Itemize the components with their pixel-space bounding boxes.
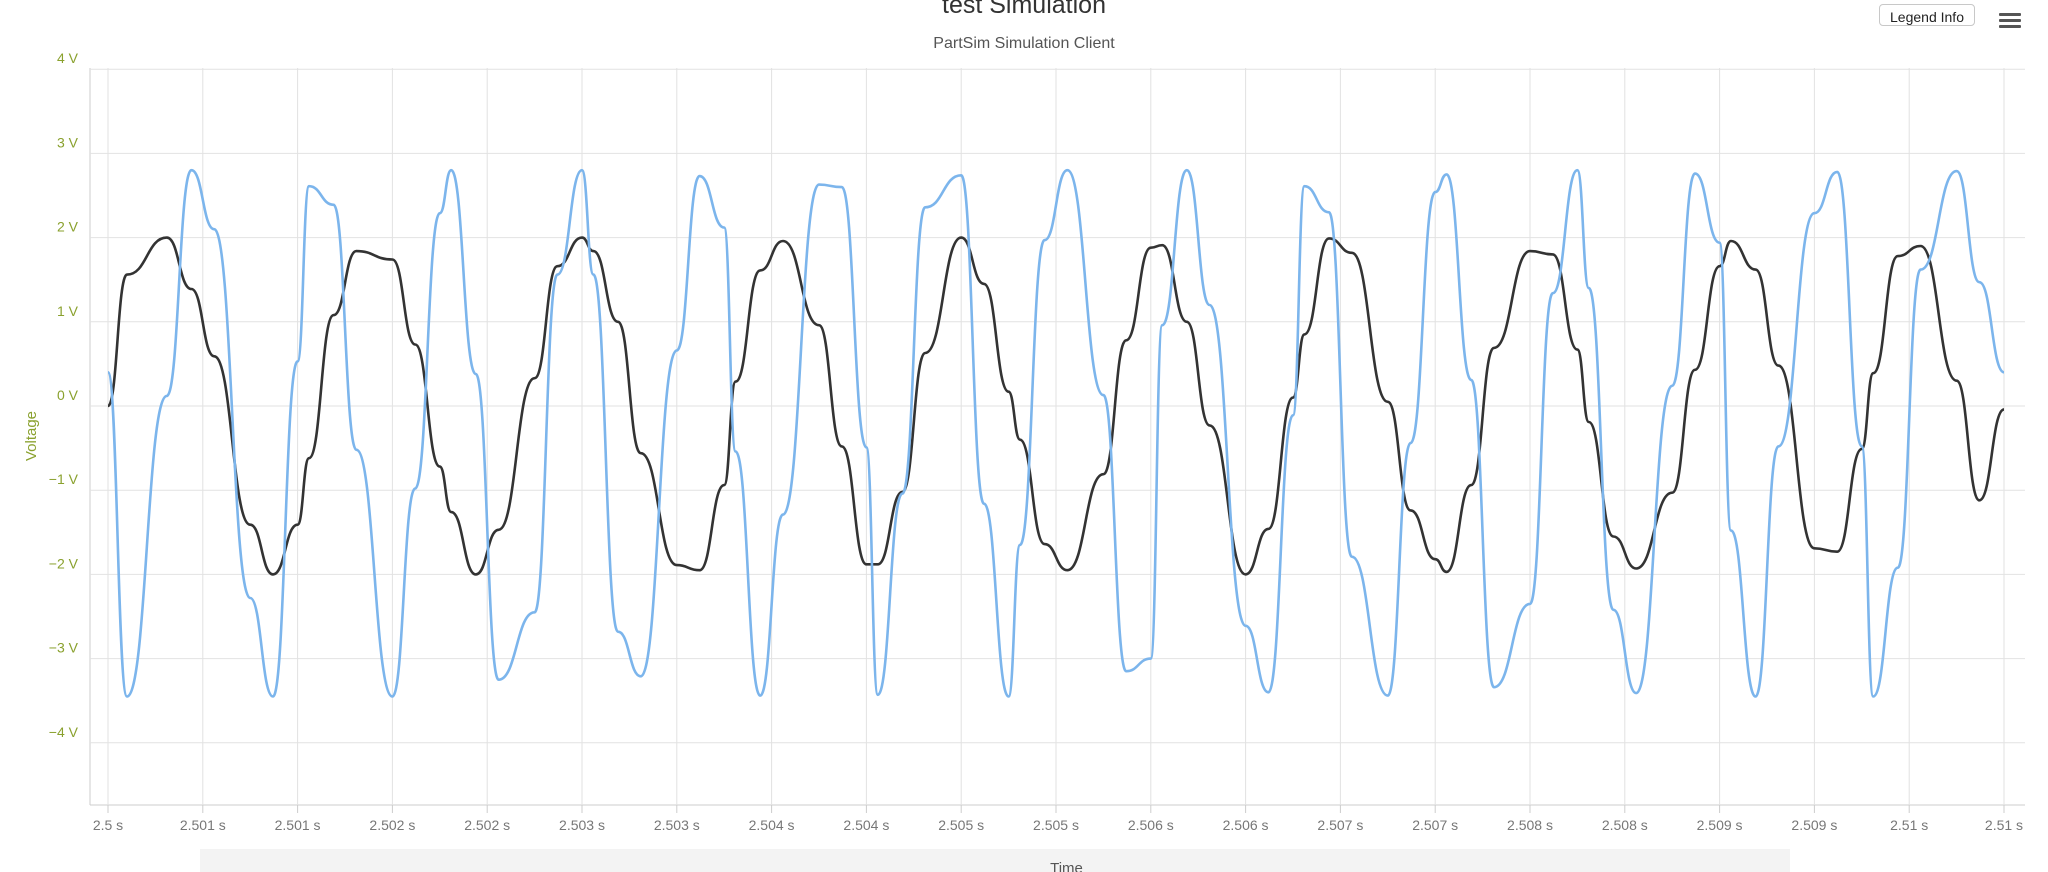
series-line-1 — [106, 236, 2005, 576]
x-tick-label: 2.505 s — [938, 817, 984, 833]
chart-title: test Simulation — [942, 0, 1106, 19]
x-tick-label: 2.507 s — [1412, 817, 1458, 833]
chart-subtitle: PartSim Simulation Client — [933, 35, 1115, 52]
x-tick-label: 2.508 s — [1507, 817, 1553, 833]
x-tick-label: 2.504 s — [843, 817, 889, 833]
y-tick-label: 2 V — [57, 219, 79, 235]
x-axis-title: Time — [1050, 860, 1083, 872]
x-tick-label: 2.503 s — [654, 817, 700, 833]
y-tick-label: −4 V — [49, 724, 79, 740]
x-tick-label: 2.507 s — [1317, 817, 1363, 833]
legend-info-button[interactable]: Legend Info — [1879, 4, 1975, 26]
x-tick-label: 2.501 s — [275, 817, 321, 833]
navigator-scroll-strip — [200, 849, 1790, 872]
x-tick-label: 2.51 s — [1985, 817, 2023, 833]
x-tick-label: 2.509 s — [1697, 817, 1743, 833]
y-tick-label: −2 V — [49, 555, 79, 571]
x-tick-label: 2.51 s — [1890, 817, 1928, 833]
y-axis-title: Voltage — [23, 411, 40, 461]
y-tick-label: 0 V — [57, 387, 79, 403]
hamburger-menu-icon[interactable] — [1999, 13, 2021, 29]
y-tick-label: 1 V — [57, 303, 79, 319]
x-tick-label: 2.508 s — [1602, 817, 1648, 833]
x-tick-label: 2.505 s — [1033, 817, 1079, 833]
x-tick-label: 2.501 s — [180, 817, 226, 833]
x-tick-label: 2.504 s — [749, 817, 795, 833]
y-tick-label: −3 V — [49, 640, 79, 656]
x-tick-label: 2.5 s — [93, 817, 123, 833]
x-tick-label: 2.502 s — [464, 817, 510, 833]
series-line-2 — [106, 168, 2005, 698]
y-tick-label: 4 V — [57, 50, 79, 66]
y-tick-label: −1 V — [49, 471, 79, 487]
y-tick-label: 3 V — [57, 134, 79, 150]
x-tick-label: 2.506 s — [1128, 817, 1174, 833]
x-tick-label: 2.503 s — [559, 817, 605, 833]
x-tick-label: 2.509 s — [1791, 817, 1837, 833]
x-tick-label: 2.502 s — [369, 817, 415, 833]
x-tick-label: 2.506 s — [1223, 817, 1269, 833]
